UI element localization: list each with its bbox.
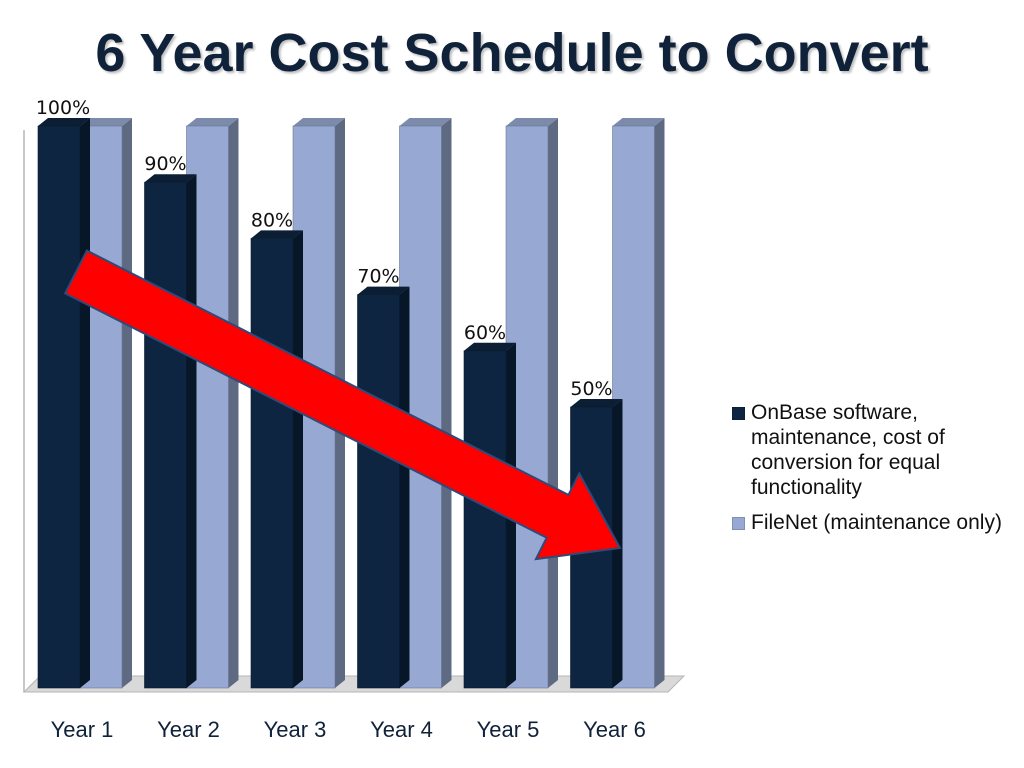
bar-filenet-1-top (80, 118, 132, 126)
data-label-onbase-3: 80% (251, 209, 293, 231)
data-label-onbase-4: 70% (357, 266, 399, 288)
bar-onbase-3-top (251, 230, 303, 239)
bar-onbase-6-top (570, 399, 623, 407)
bar-filenet-6-top (612, 118, 665, 126)
bar-onbase-2-top (144, 174, 197, 183)
bar-onbase-4-side (399, 286, 410, 688)
bar-filenet-5-side (548, 118, 558, 688)
chart-legend: OnBase software, maintenance, cost of co… (732, 400, 1012, 545)
bar-onbase-1-top (38, 118, 90, 126)
trend-arrow-shape (63, 249, 622, 561)
bar-onbase-2 (144, 174, 197, 689)
chart-data-labels: 100% 90% 80% 70% 60% 50% (36, 97, 613, 400)
bar-filenet-6-side (654, 118, 665, 688)
bar-filenet-2-top (186, 118, 239, 126)
slide-title: 6 Year Cost Schedule to Convert (95, 23, 929, 83)
data-label-onbase-6: 50% (570, 378, 612, 400)
category-label-2: Year 2 (157, 717, 220, 742)
bar-filenet-1-side (122, 118, 132, 688)
category-label-4: Year 4 (370, 717, 433, 742)
bar-filenet-3-top (293, 118, 345, 126)
bar-filenet-4-top (399, 118, 452, 126)
bar-filenet-4-side (441, 118, 452, 688)
data-label-onbase-2: 90% (144, 153, 186, 175)
trend-arrow (63, 249, 622, 561)
bar-onbase-3-side (293, 230, 303, 688)
bar-onbase-5-top (464, 342, 516, 351)
bar-onbase-4-top (357, 286, 410, 295)
category-label-1: Year 1 (51, 717, 114, 742)
bar-onbase-1 (37, 118, 90, 689)
bar-onbase-4 (357, 286, 410, 689)
category-label-5: Year 5 (477, 717, 540, 742)
bar-onbase-3 (250, 230, 303, 689)
legend-swatch-filenet (732, 517, 745, 530)
data-label-onbase-5: 60% (464, 322, 506, 344)
category-label-6: Year 6 (583, 717, 646, 742)
bar-onbase-5-front (463, 350, 507, 689)
category-label-3: Year 3 (264, 717, 327, 742)
legend-item-onbase: OnBase software, maintenance, cost of co… (732, 400, 1012, 500)
bar-onbase-1-side (80, 118, 90, 688)
legend-swatch-onbase (732, 407, 745, 420)
bar-onbase-5 (463, 342, 516, 689)
bar-onbase-2-side (186, 174, 197, 688)
bar-onbase-1-front (37, 125, 81, 689)
bar-filenet-5-top (506, 118, 558, 126)
data-label-onbase-1: 100% (36, 97, 90, 119)
legend-item-filenet: FileNet (maintenance only) (732, 510, 1012, 535)
chart-category-labels: Year 1 Year 2 Year 3 Year 4 Year 5 Year 6 (51, 717, 646, 742)
legend-label-onbase: OnBase software, maintenance, cost of co… (751, 401, 945, 499)
bar-filenet-2-side (228, 118, 239, 688)
bar-onbase-4-front (357, 294, 400, 689)
legend-label-filenet: FileNet (maintenance only) (751, 511, 1002, 534)
bar-onbase-3-front (250, 238, 294, 689)
bar-onbase-2-front (144, 181, 187, 689)
